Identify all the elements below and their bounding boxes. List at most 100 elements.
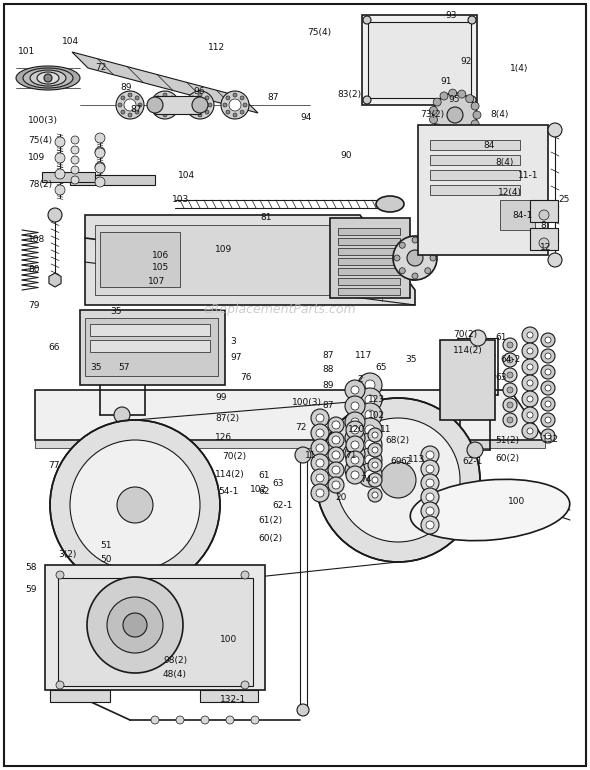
Circle shape [351, 402, 359, 410]
Circle shape [71, 156, 79, 164]
Text: 113: 113 [408, 456, 425, 464]
Circle shape [522, 423, 538, 439]
Circle shape [351, 386, 359, 394]
Circle shape [241, 681, 249, 689]
Circle shape [358, 388, 382, 412]
Circle shape [522, 327, 538, 343]
Circle shape [198, 93, 202, 97]
Text: 54-1: 54-1 [218, 487, 238, 497]
Circle shape [241, 571, 249, 579]
Bar [80, 310, 225, 385]
Circle shape [399, 268, 405, 273]
Circle shape [170, 96, 174, 100]
Circle shape [421, 460, 439, 478]
Circle shape [527, 428, 533, 434]
Circle shape [55, 153, 65, 163]
Circle shape [205, 96, 209, 100]
Text: 100: 100 [220, 635, 237, 644]
Circle shape [368, 488, 382, 502]
Text: 12(4): 12(4) [498, 188, 522, 196]
Text: 89: 89 [322, 380, 333, 390]
Circle shape [412, 237, 418, 243]
Text: 75(4): 75(4) [28, 136, 52, 145]
Circle shape [192, 97, 208, 113]
Circle shape [55, 137, 65, 147]
Circle shape [425, 243, 431, 248]
Circle shape [425, 268, 431, 273]
Circle shape [426, 493, 434, 501]
Text: 103: 103 [172, 196, 189, 205]
Circle shape [365, 395, 375, 405]
Circle shape [336, 418, 460, 542]
Circle shape [114, 407, 130, 423]
Circle shape [328, 462, 344, 478]
Text: 95: 95 [448, 95, 460, 105]
Circle shape [147, 97, 163, 113]
Circle shape [176, 716, 184, 724]
Circle shape [458, 132, 466, 140]
Ellipse shape [16, 66, 80, 90]
Text: 84: 84 [483, 140, 494, 149]
Circle shape [188, 103, 192, 107]
Circle shape [117, 487, 153, 523]
Circle shape [503, 338, 517, 352]
Circle shape [507, 357, 513, 363]
Circle shape [368, 428, 382, 442]
Circle shape [71, 176, 79, 184]
Circle shape [95, 177, 105, 187]
Text: 88: 88 [322, 366, 333, 374]
Circle shape [316, 459, 324, 467]
Text: 80: 80 [28, 266, 40, 274]
Circle shape [351, 466, 359, 474]
Circle shape [316, 444, 324, 452]
Text: 8(4): 8(4) [495, 158, 513, 166]
Circle shape [507, 387, 513, 393]
Text: 100(3): 100(3) [28, 116, 58, 125]
Bar [530, 228, 558, 250]
Text: 51: 51 [100, 541, 112, 550]
Circle shape [541, 365, 555, 379]
Circle shape [358, 433, 382, 457]
Circle shape [345, 396, 365, 416]
Text: 87: 87 [267, 93, 278, 102]
Bar [45, 565, 265, 690]
Circle shape [70, 440, 200, 570]
Circle shape [368, 458, 382, 472]
Circle shape [316, 429, 324, 437]
Bar [200, 690, 258, 702]
Circle shape [135, 96, 139, 100]
Circle shape [345, 460, 365, 480]
Text: 92: 92 [460, 58, 471, 66]
Circle shape [365, 380, 375, 390]
Text: 126: 126 [215, 434, 232, 443]
Circle shape [332, 436, 340, 444]
Text: 91: 91 [440, 78, 451, 86]
Circle shape [226, 96, 230, 100]
Circle shape [527, 364, 533, 370]
Bar [100, 232, 180, 287]
Circle shape [368, 443, 382, 457]
Circle shape [351, 426, 359, 434]
Circle shape [233, 93, 237, 97]
Circle shape [522, 375, 538, 391]
Text: 107: 107 [148, 277, 165, 286]
Circle shape [503, 368, 517, 382]
Circle shape [503, 383, 517, 397]
Text: 132-1: 132-1 [220, 695, 246, 705]
Circle shape [351, 456, 359, 464]
Circle shape [372, 462, 378, 468]
Circle shape [467, 442, 483, 458]
Circle shape [363, 96, 371, 104]
Text: 51(2): 51(2) [495, 436, 519, 444]
Text: 87: 87 [130, 105, 142, 115]
Circle shape [372, 432, 378, 438]
Circle shape [345, 444, 365, 464]
Bar [155, 96, 200, 114]
Circle shape [358, 373, 382, 397]
Text: 61(2): 61(2) [258, 515, 282, 524]
Circle shape [365, 470, 375, 480]
Circle shape [440, 92, 448, 100]
Circle shape [50, 420, 220, 590]
Text: 89: 89 [120, 83, 132, 92]
Circle shape [545, 417, 551, 423]
